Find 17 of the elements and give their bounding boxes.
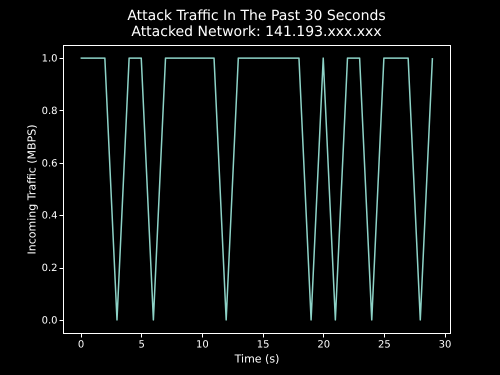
chart-subtitle: Attacked Network: 141.193.xxx.xxx	[131, 24, 382, 40]
y-tick-label: 0.0	[42, 315, 58, 326]
x-tick-label: 15	[256, 340, 270, 350]
chart-title: Attack Traffic In The Past 30 Seconds	[127, 8, 386, 24]
x-tick-label: 5	[138, 340, 145, 350]
x-tick-label: 10	[196, 340, 209, 350]
y-tick-label: 1.0	[42, 54, 58, 65]
y-axis-title: Incoming Traffic (MBPS)	[26, 124, 39, 254]
y-tick-label: 0.8	[42, 106, 58, 117]
x-tick-label: 0	[78, 340, 84, 350]
y-tick-label: 0.4	[42, 210, 58, 222]
y-tick-label: 0.6	[42, 158, 58, 170]
x-axis-title: Time (s)	[234, 352, 280, 366]
y-tick-label: 0.2	[42, 263, 58, 274]
x-tick-label: 25	[378, 340, 391, 350]
x-tick-label: 30	[438, 340, 452, 350]
x-tick-label: 20	[317, 340, 330, 350]
